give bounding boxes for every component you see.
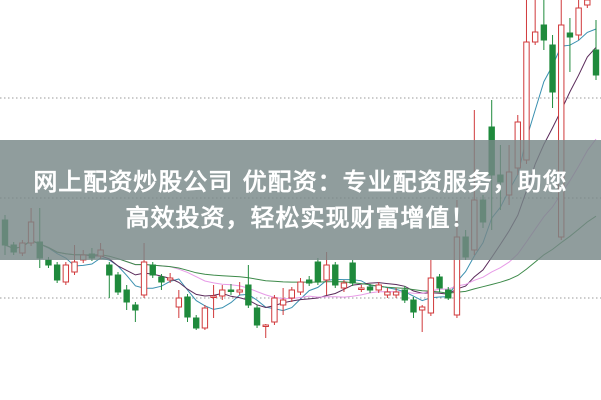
candle-up [201,307,209,329]
candle-down [540,24,548,41]
candle-down [549,44,556,93]
banner-line-1: 网上配资炒股公司 优配资：专业配资服务，助您 [33,168,568,196]
candle-up [219,289,226,297]
candle-up [279,299,287,306]
candle-up [236,289,243,293]
candle-up [427,277,435,314]
candle-up [62,264,70,283]
candle-down [245,284,252,306]
candle-down [45,259,52,266]
candle-up [575,7,582,36]
candle-down [436,276,443,289]
candle-down [332,264,339,286]
candle-up [323,264,330,281]
candle-down [445,289,452,299]
candle-down [106,264,113,276]
candle-up [262,324,269,327]
candle-down [314,261,322,283]
candle-down [184,296,191,318]
candle-down [410,299,417,313]
candle-up [375,284,382,291]
candle-up [297,281,304,293]
candle-down [592,49,600,76]
candle-down [53,264,61,281]
candle-up [175,297,183,308]
candle-up [340,282,348,289]
candle-down [401,289,408,301]
candle-down [158,276,165,283]
candle-up [358,287,365,290]
candle-up [210,295,217,298]
candle-down [227,289,235,292]
candle-up [384,291,391,296]
candle-down [566,32,574,38]
candle-up [271,297,278,323]
candle-up [531,31,539,43]
candle-up [288,289,296,299]
candle-up [140,261,148,296]
candle-down [149,264,156,276]
candle-up [166,277,174,281]
banner-line-2: 高效投资，轻松实现财富增值！ [125,204,476,232]
title-banner: 网上配资炒股公司 优配资：专业配资服务，助您 高效投资，轻松实现财富增值！ [0,140,601,260]
candle-up [418,306,426,311]
candle-up [584,0,591,6]
candle-down [366,286,374,291]
candle-down [114,274,122,293]
candle-down [123,289,130,303]
candle-up [392,291,400,296]
candle-down [193,317,200,329]
candle-down [349,262,356,284]
candle-down [305,279,313,284]
candle-down [132,304,139,311]
candle-up [71,261,78,273]
candle-down [253,307,261,326]
